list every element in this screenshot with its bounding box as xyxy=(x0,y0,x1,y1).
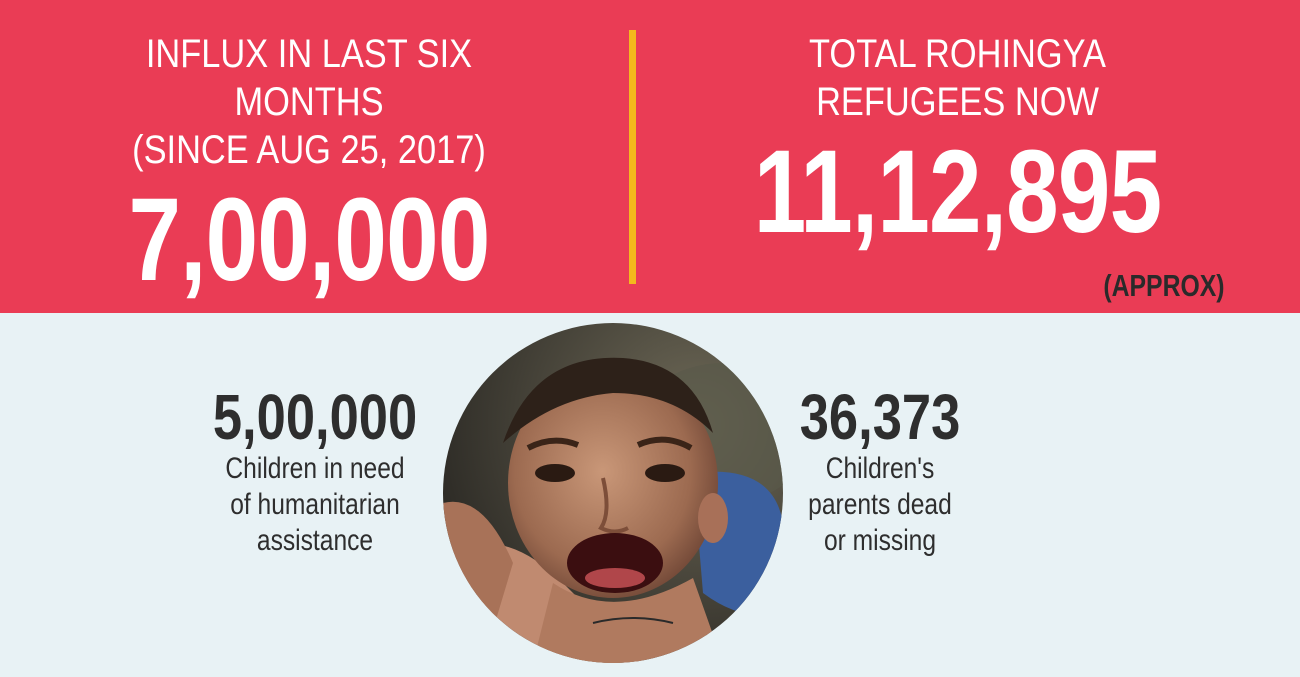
influx-stat: INFLUX IN LAST SIX MONTHS (SINCE AUG 25,… xyxy=(50,30,568,300)
crying-child-photo xyxy=(443,323,783,663)
orphaned-children-desc-line3: or missing xyxy=(823,524,937,557)
orphaned-children-stat: 36,373 Children's parents dead or missin… xyxy=(770,383,990,559)
orphaned-children-desc-line1: Children's xyxy=(825,452,935,485)
children-in-need-desc-line1: Children in need xyxy=(225,452,405,485)
children-in-need-desc-line3: assistance xyxy=(256,524,374,557)
influx-heading-line1: INFLUX IN LAST SIX MONTHS xyxy=(145,32,473,124)
influx-value: 7,00,000 xyxy=(128,174,490,306)
banner-divider xyxy=(629,30,636,284)
approx-note: (APPROX) xyxy=(1103,268,1225,303)
total-value: 11,12,895 xyxy=(753,126,1162,258)
children-in-need-stat: 5,00,000 Children in need of humanitaria… xyxy=(180,383,450,559)
children-in-need-value: 5,00,000 xyxy=(212,381,418,453)
orphaned-children-value: 36,373 xyxy=(799,381,961,453)
total-heading-line2: REFUGEES NOW xyxy=(816,80,1099,124)
orphaned-children-desc-line2: parents dead xyxy=(808,488,952,521)
children-in-need-desc-line2: of humanitarian xyxy=(230,488,400,521)
top-banner: INFLUX IN LAST SIX MONTHS (SINCE AUG 25,… xyxy=(0,0,1300,313)
influx-heading-line2: (SINCE AUG 25, 2017) xyxy=(132,128,486,172)
total-refugees-stat: TOTAL ROHINGYA REFUGEES NOW 11,12,895 xyxy=(690,30,1225,252)
total-heading-line1: TOTAL ROHINGYA xyxy=(809,32,1106,76)
